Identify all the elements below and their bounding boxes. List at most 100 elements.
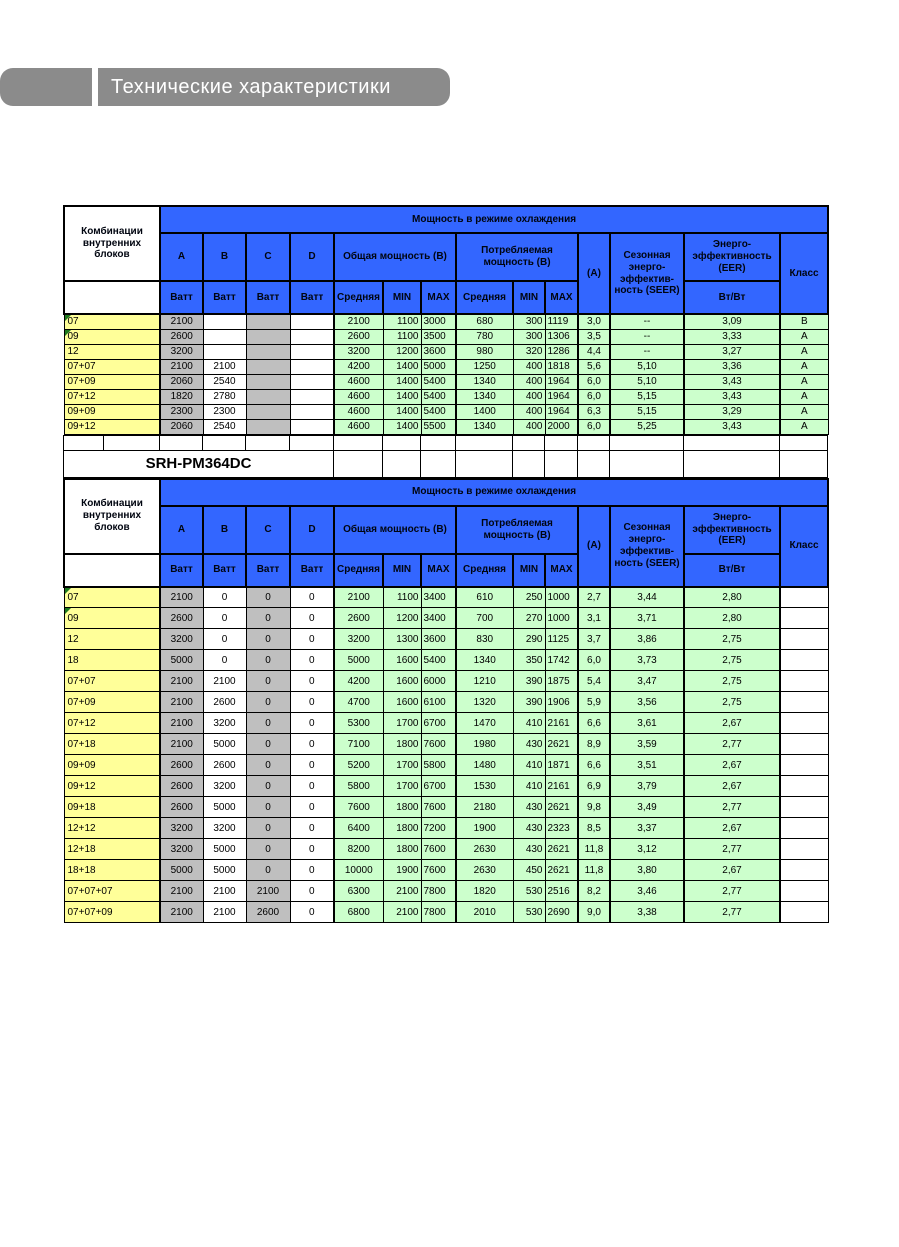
spec-document: Комбинации внутренних блоков Мощность в … (63, 205, 830, 923)
amp-cell: 5,4 (577, 670, 611, 692)
cavg-cell: 2630 (455, 859, 514, 881)
empty-cell (779, 434, 828, 451)
eer-cell: 2,80 (683, 586, 781, 608)
cavg-cell: 2180 (455, 796, 514, 818)
d-cell (289, 358, 335, 375)
eer-cell: 2,77 (683, 901, 781, 923)
tmin-cell: 1100 (382, 586, 422, 608)
cls-cell (778, 775, 829, 797)
c-cell: 0 (245, 628, 291, 650)
combo-cell: 12+12 (63, 817, 161, 839)
table-row: 09+09 2300 2300 4600 1400 5400 1400 400 1964 6,3 5… (63, 403, 829, 420)
b-cell: 3200 (202, 712, 247, 734)
tmin-cell: 1600 (382, 670, 422, 692)
d-cell: 0 (289, 670, 335, 692)
amp-cell: 6,3 (577, 403, 611, 420)
consumed-power-header: Потребляемая мощность (В) (455, 232, 579, 282)
d-cell: 0 (289, 859, 335, 881)
tavg-cell: 5300 (333, 712, 384, 734)
table-row: 07+09 2100 2600 0 0 4700 1600 6100 1320 390 1906 5,… (63, 691, 829, 713)
tmax-cell: 3400 (420, 607, 457, 629)
cmin-cell: 410 (512, 775, 546, 797)
cmax-cell: 1306 (544, 328, 579, 345)
tavg-cell: 6400 (333, 817, 384, 839)
cmax-cell: 1119 (544, 313, 579, 330)
tmin-cell: 1900 (382, 859, 422, 881)
tmax-cell: 6700 (420, 712, 457, 734)
cavg-cell: 680 (455, 313, 514, 330)
tmin-cell: 1100 (382, 313, 422, 330)
amp-cell: 2,7 (577, 586, 611, 608)
cmin-cell: 430 (512, 796, 546, 818)
tmax-cell: 7600 (420, 796, 457, 818)
seer-cell: 3,47 (609, 670, 685, 692)
wt-wt-header: Вт/Вт (683, 280, 781, 315)
cls-cell: A (778, 373, 829, 390)
tavg-cell: 5200 (333, 754, 384, 776)
seer-cell: -- (609, 313, 685, 330)
cavg-cell: 1250 (455, 358, 514, 375)
tmin-cell: 1400 (382, 388, 422, 405)
combo-cell: 07+07+09 (63, 901, 161, 923)
cmax-cell: 1000 (544, 586, 579, 608)
seer-cell: 3,37 (609, 817, 685, 839)
seer-cell: 3,44 (609, 586, 685, 608)
tmin-cell: 1700 (382, 754, 422, 776)
a-cell: 2300 (159, 403, 204, 420)
cls-cell (778, 586, 829, 608)
b-cell: 2540 (202, 373, 247, 390)
c-cell: 0 (245, 712, 291, 734)
table-row: 07+07+07 2100 2100 2100 0 6300 2100 7800 1820 530… (63, 880, 829, 902)
seer-cell: 3,86 (609, 628, 685, 650)
empty-cell (544, 449, 578, 478)
tavg-cell: 4600 (333, 418, 384, 435)
cls-cell (778, 607, 829, 629)
cmin-cell: 430 (512, 817, 546, 839)
empty-header-cell (63, 280, 161, 315)
eer-cell: 3,43 (683, 373, 781, 390)
seer-header: Сезонная энерго-эффектив-ность (SEER) (609, 504, 685, 588)
c-cell: 0 (245, 817, 291, 839)
empty-cell (512, 449, 545, 478)
tmin-cell: 1400 (382, 418, 422, 435)
b-cell: 5000 (202, 796, 247, 818)
seer-cell: 3,61 (609, 712, 685, 734)
amp-cell: 9,0 (577, 901, 611, 923)
empty-cell (202, 434, 246, 451)
empty-cell (333, 449, 383, 478)
cooling-table-2: Комбинации внутренних блоков Мощность в … (63, 477, 830, 923)
cls-cell (778, 838, 829, 860)
cavg-cell: 780 (455, 328, 514, 345)
b-cell: 2100 (202, 670, 247, 692)
cavg-cell: 1320 (455, 691, 514, 713)
tmin-cell: 1700 (382, 775, 422, 797)
b-cell: 2100 (202, 358, 247, 375)
c-cell: 0 (245, 670, 291, 692)
tmax-cell: 5500 (420, 418, 457, 435)
tmin-cell: 1800 (382, 838, 422, 860)
c-cell (245, 358, 291, 375)
seer-cell: -- (609, 328, 685, 345)
watt-header: Ватт (159, 280, 204, 315)
d-cell: 0 (289, 880, 335, 902)
a-cell: 2100 (159, 358, 204, 375)
tavg-cell: 4600 (333, 403, 384, 420)
cls-cell (778, 859, 829, 881)
cmin-cell: 400 (512, 373, 546, 390)
tavg-cell: 2100 (333, 586, 384, 608)
cls-cell (778, 880, 829, 902)
combo-cell: 09+12 (63, 418, 161, 435)
cavg-cell: 1340 (455, 388, 514, 405)
amp-cell: 3,1 (577, 607, 611, 629)
header-row-2: A B C D Общая мощность (В) Потребляемая … (64, 232, 830, 315)
combo-cell: 07+07 (63, 358, 161, 375)
a-cell: 2100 (159, 712, 204, 734)
eer-cell: 2,77 (683, 880, 781, 902)
col-header-d: D (289, 504, 335, 555)
cls-cell: A (778, 418, 829, 435)
a-cell: 2100 (159, 880, 204, 902)
amp-cell: 6,0 (577, 388, 611, 405)
cavg-cell: 1530 (455, 775, 514, 797)
b-cell: 0 (202, 628, 247, 650)
